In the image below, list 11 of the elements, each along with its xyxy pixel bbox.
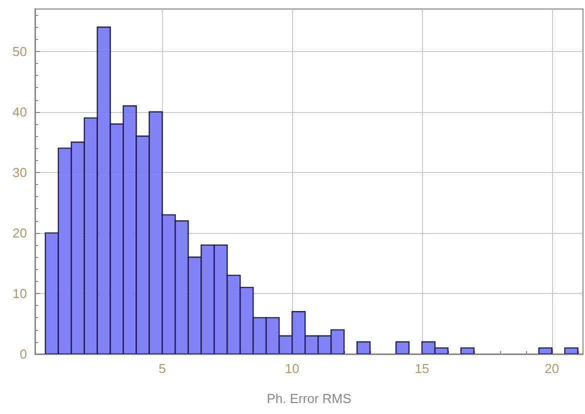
x-tick-label: 5 [158, 361, 166, 376]
y-tick-label: 20 [12, 225, 27, 240]
x-tick-label: 15 [414, 361, 430, 376]
y-tick-label: 0 [20, 346, 27, 362]
x-tick-label: 20 [544, 361, 560, 376]
y-tick-label: 10 [12, 286, 27, 301]
x-tick-label: 10 [284, 361, 300, 376]
y-tick-label: 50 [12, 44, 27, 59]
y-tick-label: 30 [12, 164, 27, 180]
x-axis-title: Ph. Error RMS [266, 391, 352, 406]
y-tick-label: 40 [12, 104, 27, 120]
